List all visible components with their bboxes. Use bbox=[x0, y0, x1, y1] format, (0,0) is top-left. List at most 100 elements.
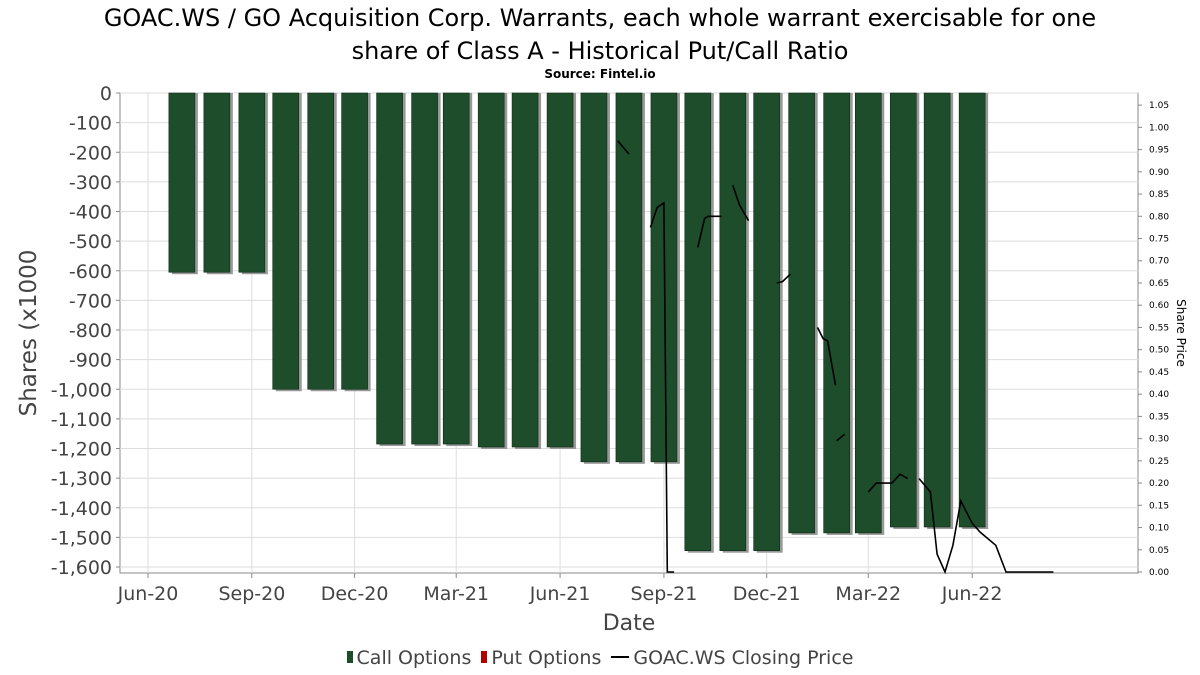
y-tick-label: -300 bbox=[69, 172, 112, 194]
y2-tick-label: 0.35 bbox=[1149, 412, 1169, 422]
x-tick-label: Dec-21 bbox=[733, 583, 801, 605]
closing-price-segment bbox=[867, 473, 909, 493]
y2-tick-label: 0.05 bbox=[1149, 546, 1169, 556]
call-option-bar bbox=[307, 92, 335, 390]
chart-title: GOAC.WS / GO Acquisition Corp. Warrants,… bbox=[0, 2, 1200, 68]
closing-price-swatch bbox=[611, 656, 630, 658]
put-call-chart: 0 -100 -200 -300 -400 -500 -600 -700 -800 -900 -1,… bbox=[16, 83, 1188, 636]
call-option-bar bbox=[511, 92, 539, 448]
chart-title-line-1: GOAC.WS / GO Acquisition Corp. Warrants,… bbox=[103, 4, 1097, 32]
call-options-swatch bbox=[346, 651, 353, 663]
y2-tick-label: 1.00 bbox=[1149, 123, 1169, 133]
call-option-bar bbox=[546, 92, 574, 448]
closing-price-line bbox=[616, 140, 1054, 575]
call-option-bar bbox=[823, 92, 850, 534]
y-tick-label: -200 bbox=[69, 142, 112, 164]
closing-price-segment bbox=[776, 273, 791, 284]
x-tick-label: Sep-21 bbox=[631, 583, 698, 605]
call-option-bar bbox=[203, 92, 231, 273]
y-tick-label: -1,400 bbox=[51, 498, 112, 520]
y2-tick-label: 0.50 bbox=[1149, 346, 1169, 356]
call-option-bar bbox=[341, 92, 368, 390]
y2-tick-label: 0.15 bbox=[1149, 501, 1169, 511]
closing-price-segment bbox=[616, 140, 630, 155]
closing-price-segment bbox=[918, 478, 1054, 575]
y2-tick-label: 0.85 bbox=[1149, 190, 1169, 200]
chart-title-line-2: share of Class A - Historical Put/Call R… bbox=[351, 37, 849, 65]
legend-label-price: GOAC.WS Closing Price bbox=[633, 647, 854, 669]
y-tick-label: -1,200 bbox=[51, 439, 112, 461]
y2-tick-label: 0.30 bbox=[1149, 435, 1169, 445]
y2-tick-label: 0.40 bbox=[1149, 390, 1169, 400]
closing-price-segment bbox=[732, 184, 750, 222]
y-tick-label: -1,300 bbox=[51, 468, 112, 490]
call-option-bar bbox=[615, 92, 643, 463]
call-option-bar bbox=[719, 92, 747, 552]
call-option-bar bbox=[889, 92, 917, 528]
x-tick-label: Jun-21 bbox=[529, 583, 591, 605]
closing-price-segment bbox=[697, 215, 722, 248]
x-axis-label: Date bbox=[603, 611, 656, 636]
x-tick-label: Jun-22 bbox=[941, 583, 1003, 605]
call-option-bar bbox=[238, 92, 266, 273]
y2-tick-label: 0.65 bbox=[1149, 279, 1169, 289]
y2-tick-label: 0.90 bbox=[1149, 168, 1169, 178]
y-tick-label: -1,500 bbox=[51, 527, 112, 549]
call-option-bar bbox=[168, 92, 196, 273]
call-option-bar bbox=[684, 92, 712, 552]
y2-tick-label: 0.80 bbox=[1149, 212, 1169, 222]
y2-tick-label: 1.05 bbox=[1149, 101, 1169, 111]
legend: Call Options Put Options GOAC.WS Closing… bbox=[0, 647, 1200, 669]
y-tick-label: -1,600 bbox=[51, 557, 112, 579]
y2-tick-label: 0.75 bbox=[1149, 235, 1169, 245]
x-tick-label: Mar-21 bbox=[423, 583, 489, 605]
y2-tick-label: 0.70 bbox=[1149, 257, 1169, 267]
y-axis-left: 0 -100 -200 -300 -400 -500 -600 -700 -800 -900 -1,… bbox=[51, 83, 120, 579]
x-axis: Jun-20 Sep-20 Dec-20 Mar-21 Jun-21 Sep-21 Dec-… bbox=[117, 573, 1003, 605]
legend-label-calls: Call Options bbox=[356, 647, 472, 669]
y-tick-label: -400 bbox=[69, 202, 112, 224]
y-tick-label: -100 bbox=[69, 113, 112, 135]
closing-price-segment bbox=[816, 327, 837, 386]
legend-item-puts[interactable]: Put Options bbox=[481, 647, 601, 669]
call-option-bar bbox=[477, 92, 505, 448]
legend-item-price[interactable]: GOAC.WS Closing Price bbox=[611, 647, 853, 669]
y-tick-label: -700 bbox=[69, 290, 112, 312]
y-tick-label: -800 bbox=[69, 320, 112, 342]
x-tick-label: Sep-20 bbox=[218, 583, 285, 605]
y-tick-label: -600 bbox=[69, 261, 112, 283]
y2-tick-label: 0.55 bbox=[1149, 323, 1169, 333]
call-option-bar bbox=[753, 92, 780, 552]
x-tick-label: Dec-20 bbox=[321, 583, 389, 605]
closing-price-segment bbox=[649, 201, 675, 573]
call-option-bar bbox=[442, 92, 470, 445]
y2-tick-label: 0.60 bbox=[1149, 301, 1169, 311]
y2-tick-label: 0.20 bbox=[1149, 479, 1169, 489]
call-option-bar bbox=[958, 92, 986, 528]
y2-tick-label: 0.95 bbox=[1149, 146, 1169, 156]
y2-tick-label: 0.45 bbox=[1149, 368, 1169, 378]
call-option-bar bbox=[854, 92, 882, 534]
call-option-bar bbox=[376, 92, 403, 445]
call-option-bar bbox=[272, 92, 300, 390]
call-options-bars bbox=[168, 92, 989, 553]
y-tick-label: -500 bbox=[69, 231, 112, 253]
x-tick-label: Jun-20 bbox=[117, 583, 179, 605]
y-tick-label: -1,000 bbox=[51, 379, 112, 401]
legend-label-puts: Put Options bbox=[491, 647, 602, 669]
y-axis-label: Shares (x1000 bbox=[16, 250, 42, 417]
call-option-bar bbox=[788, 92, 815, 534]
y2-axis-label: Share Price bbox=[1174, 299, 1188, 367]
call-option-bar bbox=[580, 92, 608, 463]
y2-tick-label: 0.00 bbox=[1149, 568, 1169, 578]
y2-tick-label: 0.25 bbox=[1149, 457, 1169, 467]
x-tick-label: Mar-22 bbox=[835, 583, 901, 605]
y-axis-right: 0.00 0.05 0.10 0.15 0.20 0.25 0.30 0.35 0.40 0.45… bbox=[1138, 101, 1169, 578]
y-tick-label: -900 bbox=[69, 350, 112, 372]
call-option-bar bbox=[411, 92, 438, 445]
y-tick-label: -1,100 bbox=[51, 409, 112, 431]
call-option-bar bbox=[923, 92, 951, 528]
y-tick-label: 0 bbox=[100, 83, 112, 105]
y2-tick-label: 0.10 bbox=[1149, 524, 1169, 534]
legend-item-calls[interactable]: Call Options bbox=[346, 647, 472, 669]
